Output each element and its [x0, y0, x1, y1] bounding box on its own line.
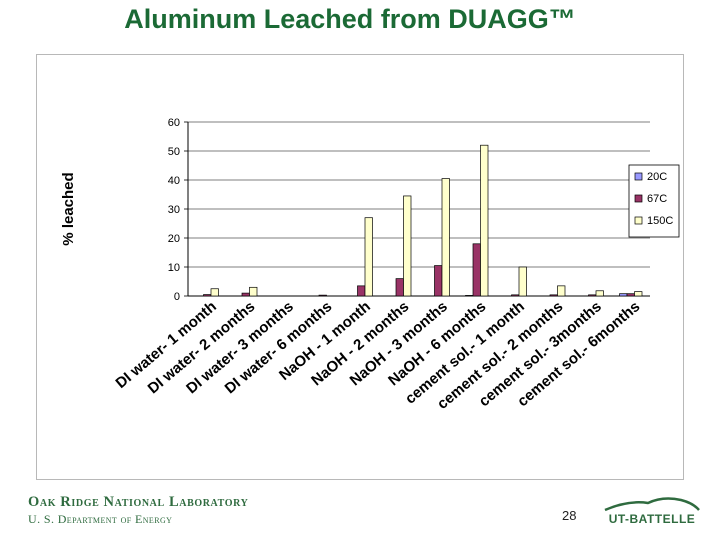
mountain-logo-icon: [604, 497, 700, 512]
bar-150C: [364, 217, 373, 297]
bar-67C: [203, 294, 212, 297]
y-tick-label: 0: [174, 291, 180, 303]
bar-150C: [595, 290, 604, 297]
bar-67C: [241, 292, 250, 297]
bar-150C: [441, 178, 450, 297]
bar-150C: [403, 195, 412, 297]
org-name: Oak Ridge National Laboratory: [28, 494, 249, 510]
legend-swatch-20C: [634, 172, 643, 181]
org-department: U. S. Department of Energy: [28, 512, 173, 526]
bar-67C: [472, 243, 481, 297]
ut-battelle-logo: UT-BATTELLE: [603, 494, 701, 526]
bar-150C: [480, 144, 489, 297]
y-tick-label: 50: [168, 146, 180, 158]
bar-67C: [588, 294, 597, 297]
bar-67C: [395, 278, 404, 297]
slide-title: Aluminum Leached from DUAGG™: [124, 4, 576, 34]
bar-67C: [626, 293, 635, 297]
legend-label-67C: 67C: [647, 193, 667, 205]
bar-67C: [318, 294, 327, 297]
y-tick-label: 40: [168, 175, 180, 187]
legend-label-150C: 150C: [647, 215, 673, 227]
bar-150C: [518, 266, 527, 297]
logo-text: UT-BATTELLE: [608, 512, 696, 526]
legend-swatch-150C: [634, 216, 643, 225]
legend-swatch-67C: [634, 194, 643, 203]
bar-150C: [210, 288, 219, 297]
legend-label-20C: 20C: [647, 171, 667, 183]
bar-67C: [434, 265, 443, 297]
chart-frame: 0 10 20 30 40 50 60% leached DI water- 1 month D…: [36, 54, 684, 480]
bar-150C: [634, 291, 643, 297]
bar-67C: [549, 294, 558, 297]
bar-20C: [465, 295, 474, 297]
y-axis-label: % leached: [60, 172, 77, 245]
bar-20C: [619, 293, 628, 297]
bar-150C: [557, 285, 566, 297]
bar-67C: [357, 285, 366, 297]
page-number: 28: [562, 508, 577, 523]
y-tick-label: 20: [168, 233, 180, 245]
bar-150C: [249, 286, 258, 297]
y-tick-label: 30: [168, 204, 180, 216]
y-tick-label: 10: [168, 262, 180, 274]
y-tick-label: 60: [168, 117, 180, 129]
bar-67C: [511, 294, 520, 297]
footer-org: Oak Ridge National Laboratory U. S. Depa…: [28, 494, 248, 527]
